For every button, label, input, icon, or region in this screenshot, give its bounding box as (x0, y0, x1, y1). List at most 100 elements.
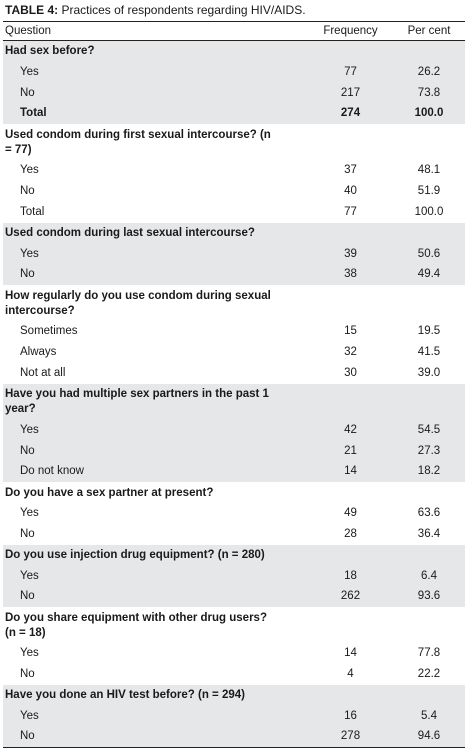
table-row: Total 274 100.0 (3, 103, 465, 124)
question-group: Used condom during first sexual intercou… (3, 124, 465, 223)
percent-cell: 94.6 (417, 730, 441, 743)
answer-label: Yes (20, 647, 39, 659)
answer-label: No (20, 667, 35, 680)
frequency-cell: 39 (344, 247, 357, 260)
table-row: Total 77 100.0 (3, 202, 465, 223)
table-row: No 278 94.6 (3, 726, 465, 747)
percent-cell: 63.6 (417, 507, 441, 519)
empty-cell (276, 223, 387, 244)
empty-cell (387, 124, 465, 160)
frequency-cell: 42 (344, 423, 357, 436)
frequency-cell: 77 (344, 205, 357, 218)
empty-cell (276, 285, 387, 321)
frequency-cell: 274 (340, 107, 361, 120)
frequency-cell: 32 (344, 346, 357, 358)
answer-label: Yes (20, 423, 39, 436)
table-body: Had sex before? Yes 77 26.2 No 217 73.8 Total 27… (3, 41, 465, 748)
header-question: Question (5, 25, 52, 37)
percent-cell: 93.6 (417, 590, 441, 603)
question-group: Do you share equipment with other drug u… (3, 607, 465, 685)
percent-cell: 6.4 (421, 569, 437, 582)
table-row: Not at all 30 39.0 (3, 363, 465, 384)
answer-label: Not at all (20, 366, 66, 379)
answer-label: No (20, 730, 35, 743)
answer-label: Sometimes (20, 325, 78, 337)
empty-cell (387, 41, 465, 61)
frequency-cell: 30 (344, 366, 357, 379)
table-row: Yes 77 26.2 (3, 61, 465, 82)
empty-cell (387, 685, 465, 706)
answer-label: No (20, 444, 35, 457)
question-row: Do you share equipment with other drug u… (3, 607, 465, 643)
question-row: How regularly do you use condom during s… (3, 285, 465, 321)
question-text: Have you done an HIV test before? (n = 2… (5, 689, 245, 701)
percent-cell: 100.0 (414, 205, 444, 218)
percent-cell: 41.5 (417, 346, 441, 358)
empty-cell (276, 545, 387, 566)
empty-cell (387, 545, 465, 566)
table-header: Question Frequency Per cent (3, 21, 465, 41)
table-row: No 40 51.9 (3, 181, 465, 202)
table-row: No 262 93.6 (3, 586, 465, 607)
answer-label: No (20, 86, 35, 99)
table-row: Yes 18 6.4 (3, 565, 465, 586)
empty-cell (387, 285, 465, 321)
question-row: Have you had multiple sex partners in th… (3, 383, 465, 420)
question-row: Used condom during first sexual intercou… (3, 124, 465, 160)
percent-cell: 26.2 (417, 65, 441, 78)
percent-cell: 49.4 (417, 268, 441, 281)
table-row: Yes 14 77.8 (3, 643, 465, 664)
frequency-cell: 77 (344, 65, 357, 78)
answer-label: Yes (20, 569, 39, 582)
table-caption-text: Practices of respondents regarding HIV/A… (58, 3, 306, 17)
practices-table: Question Frequency Per cent (3, 21, 465, 41)
header-percent: Per cent (407, 25, 451, 37)
answer-label: No (20, 268, 35, 281)
frequency-cell: 38 (344, 268, 357, 281)
answer-label: No (20, 590, 35, 603)
question-text: Have you had multiple sex partners in th… (5, 388, 269, 415)
table-row: Yes 37 48.1 (3, 160, 465, 181)
frequency-cell: 28 (344, 527, 357, 540)
question-group: Do you have a sex partner at present? Yes… (3, 482, 465, 545)
question-text: Used condom during first sexual intercou… (5, 128, 271, 156)
empty-cell (387, 384, 465, 420)
table-row: No 21 27.3 (3, 440, 465, 461)
table-row: Yes 42 54.5 (3, 419, 465, 440)
question-group: Have you done an HIV test before? (n = 2… (3, 684, 465, 747)
table-row: Yes 16 5.4 (3, 705, 465, 726)
percent-cell: 51.9 (417, 185, 441, 197)
empty-cell (276, 685, 387, 706)
question-row: Had sex before? (3, 41, 465, 61)
frequency-cell: 40 (344, 185, 357, 197)
question-row: Do you use injection drug equipment? (n … (3, 544, 465, 566)
frequency-cell: 14 (344, 465, 357, 478)
table-row: Yes 39 50.6 (3, 243, 465, 264)
answer-label: Total (20, 107, 47, 120)
percent-cell: 77.8 (417, 647, 441, 659)
table-row: No 28 36.4 (3, 524, 465, 545)
percent-cell: 50.6 (417, 247, 441, 260)
empty-cell (276, 607, 387, 643)
percent-cell: 27.3 (417, 444, 441, 457)
table-row: No 38 49.4 (3, 264, 465, 285)
percent-cell: 18.2 (417, 465, 441, 478)
frequency-cell: 278 (340, 730, 361, 743)
question-group: Have you had multiple sex partners in th… (3, 383, 465, 482)
frequency-cell: 4 (347, 667, 354, 680)
question-text: Had sex before? (5, 45, 95, 57)
frequency-cell: 18 (344, 569, 357, 582)
table-caption-label: TABLE 4: (5, 3, 59, 17)
answer-label: Always (20, 346, 57, 358)
frequency-cell: 49 (344, 507, 357, 519)
answer-label: No (20, 185, 35, 197)
question-text: Do you use injection drug equipment? (n … (5, 549, 265, 561)
question-row: Have you done an HIV test before? (n = 2… (3, 684, 465, 706)
percent-cell: 48.1 (417, 164, 441, 176)
frequency-cell: 14 (344, 647, 357, 659)
answer-label: No (20, 527, 35, 540)
table-figure: TABLE 4: Practices of respondents regard… (3, 0, 469, 748)
empty-cell (387, 607, 465, 643)
percent-cell: 22.2 (417, 667, 441, 680)
empty-cell (276, 124, 387, 160)
